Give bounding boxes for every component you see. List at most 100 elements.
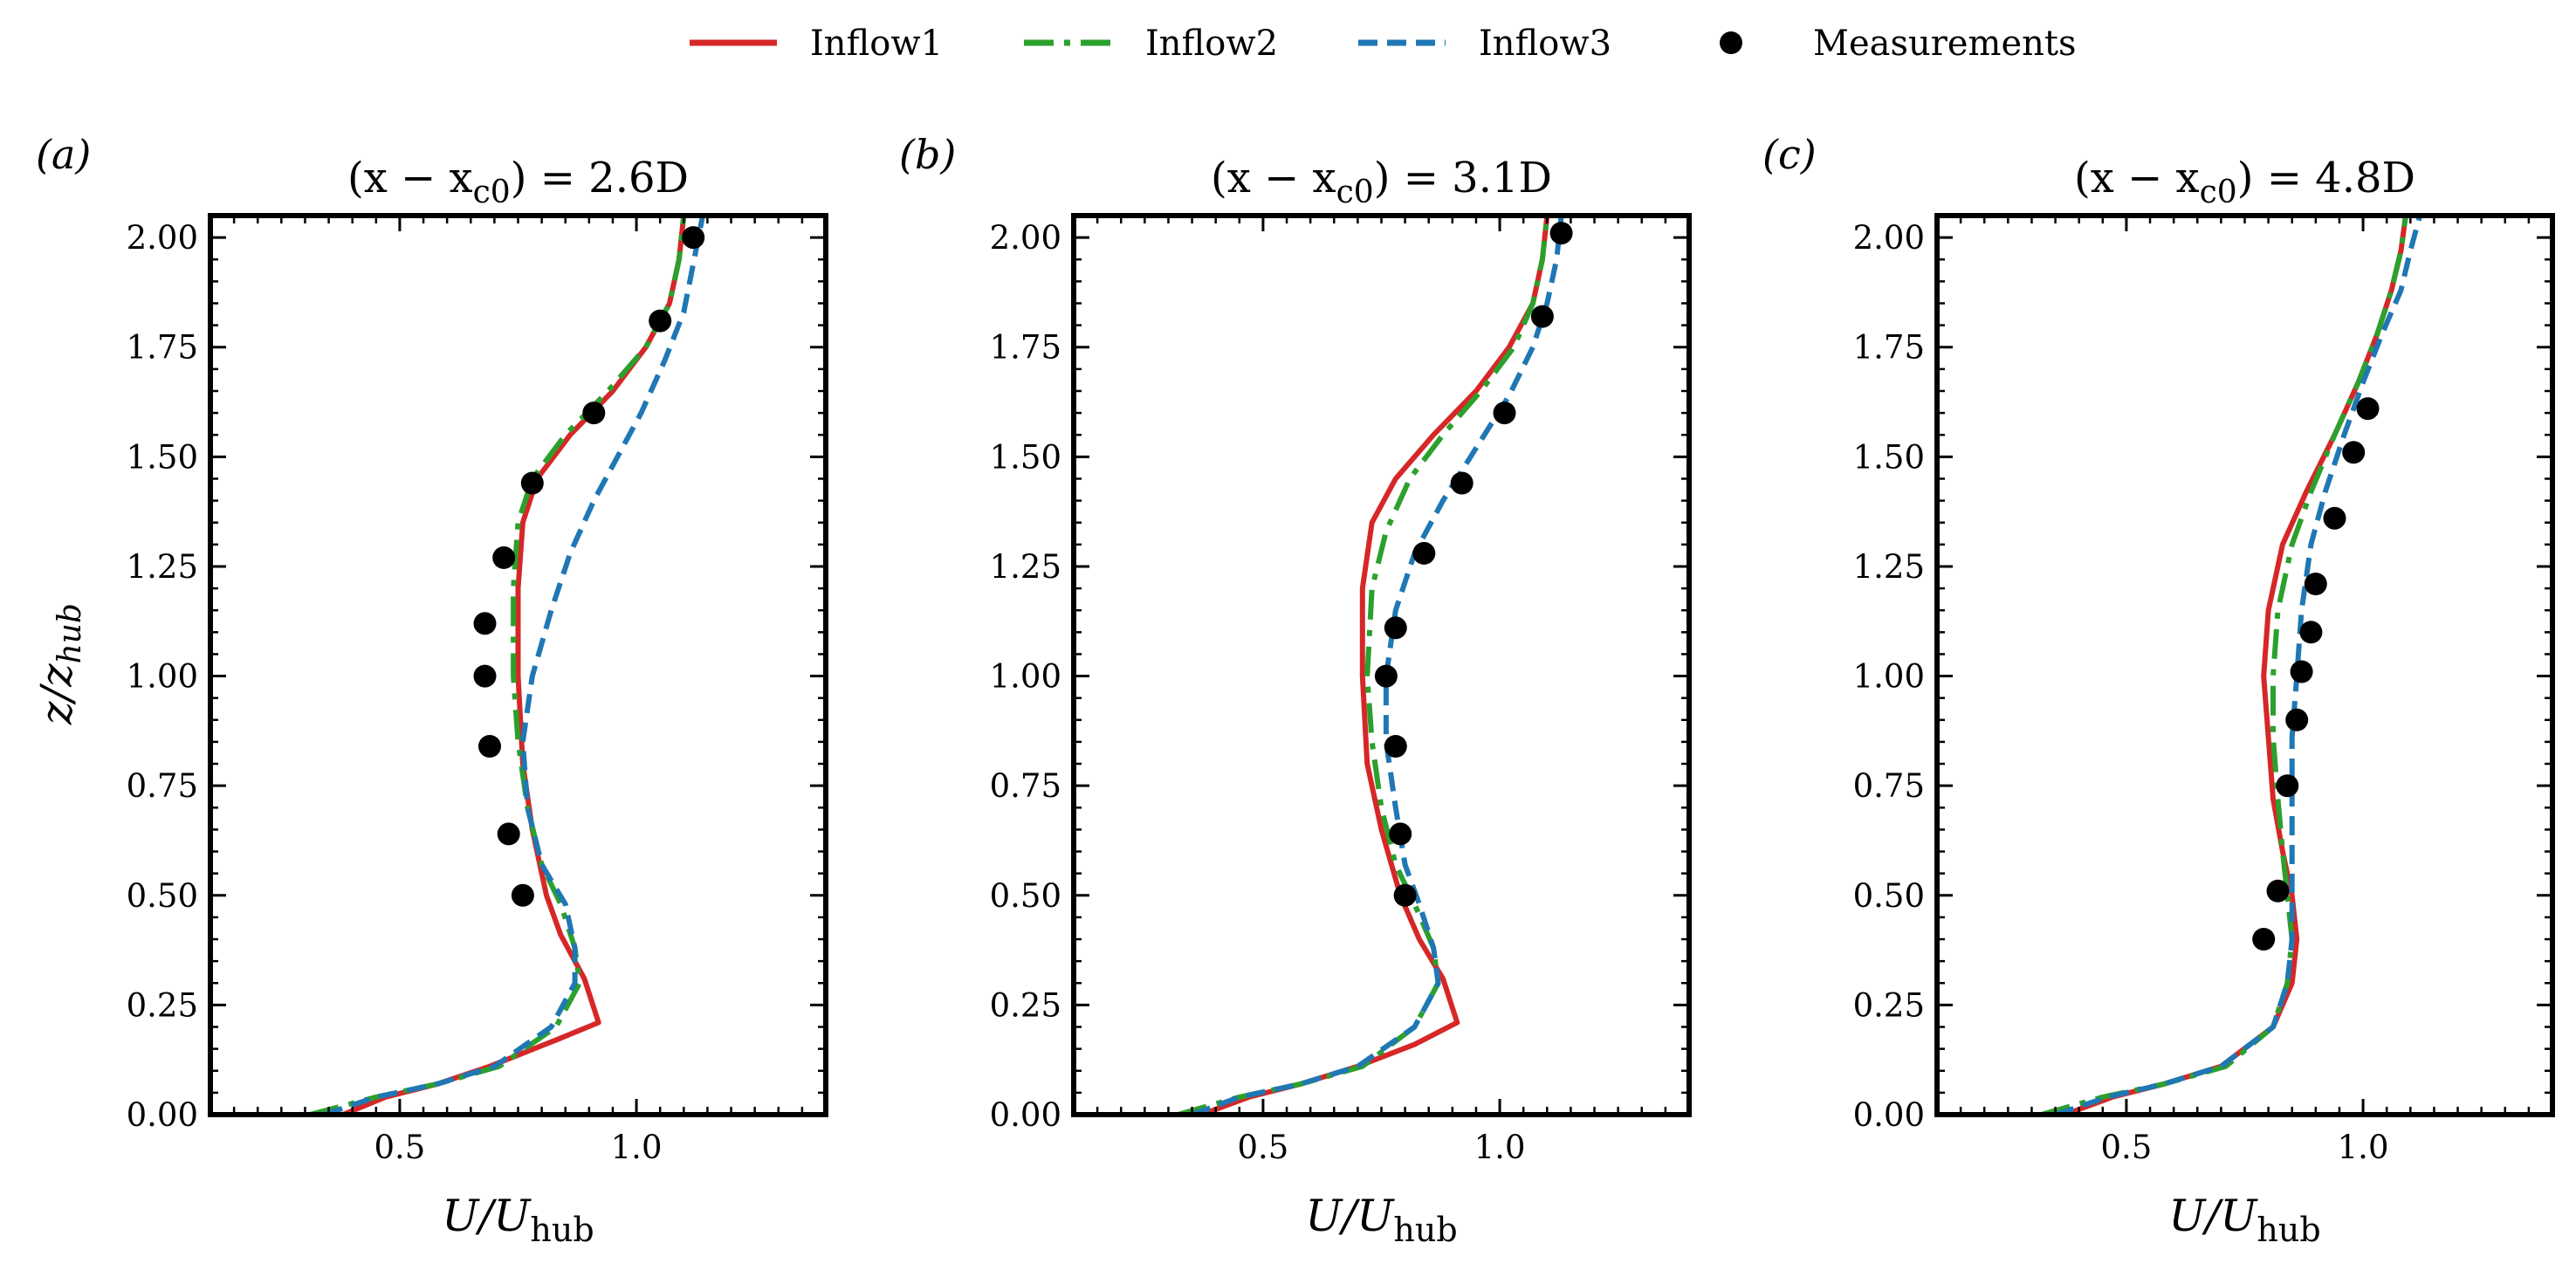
series-line-inflow1 xyxy=(1200,216,1550,1115)
panel-title-sub: c0 xyxy=(473,175,511,210)
legend-marker-measurements xyxy=(1720,31,1742,54)
y-tick-label: 0.25 xyxy=(1853,986,1925,1024)
y-tick-label: 1.00 xyxy=(127,658,198,696)
y-tick-label: 1.75 xyxy=(1853,329,1925,367)
panel-a: 0.00 0.25 0.50 0.75 1.00 1.25 1.50 1.75 2.00 0.5 1… xyxy=(36,131,828,1249)
legend-entry-inflow2: Inflow2 xyxy=(1024,24,1278,64)
x-axis-label: U/Uhub xyxy=(442,1191,594,1249)
measurement-point xyxy=(473,664,497,688)
y-tick-label: 1.75 xyxy=(127,329,198,367)
panel-title-sub: c0 xyxy=(2200,175,2237,210)
measurement-point xyxy=(511,883,534,907)
y-tick-label: 1.25 xyxy=(990,548,1061,586)
axes-frame xyxy=(1934,213,2555,1117)
series-line-inflow3 xyxy=(2054,216,2423,1115)
legend-label-inflow1: Inflow1 xyxy=(810,24,943,64)
measurement-point xyxy=(1493,402,1516,425)
y-tick-label: 0.00 xyxy=(1853,1096,1925,1134)
measurement-point xyxy=(1412,541,1436,565)
measurement-point xyxy=(2356,397,2380,421)
y-tick-label: 1.75 xyxy=(990,329,1061,367)
x-axis-label-main: U/U xyxy=(442,1191,532,1241)
panel-title-value: ) = 3.1D xyxy=(1374,154,1552,203)
x-axis-label-main: U/U xyxy=(2168,1191,2258,1241)
measurement-point xyxy=(492,546,516,569)
legend: Inflow1 Inflow2 Inflow3 Measurements xyxy=(690,24,2077,64)
x-tick-label: 0.5 xyxy=(1238,1129,1289,1166)
legend-entry-measurements: Measurements xyxy=(1720,24,2077,64)
series-line-inflow2 xyxy=(1177,216,1550,1115)
panel-title: (x − xc0) = 3.1D xyxy=(1211,154,1552,210)
y-tick-label: 1.50 xyxy=(127,438,198,476)
panel-label: (b) xyxy=(899,131,956,178)
y-tick-label: 0.25 xyxy=(127,986,198,1024)
y-tick-label: 1.25 xyxy=(1853,548,1925,586)
panel-b: 0.00 0.25 0.50 0.75 1.00 1.25 1.50 1.75 2.00 0.5 1… xyxy=(899,131,1692,1249)
y-tick-label: 0.00 xyxy=(990,1096,1061,1134)
series-line-inflow2 xyxy=(309,216,687,1115)
measurement-point xyxy=(1549,222,1573,245)
measurement-point xyxy=(2276,774,2299,798)
y-tick-label: 1.25 xyxy=(127,548,198,586)
panel-label: (a) xyxy=(36,131,91,178)
measurement-point xyxy=(649,309,672,333)
measurement-point xyxy=(1384,616,1407,640)
x-tick-label: 1.0 xyxy=(611,1129,663,1166)
y-axis-label-main: z/z xyxy=(31,663,82,725)
measurement-point xyxy=(2285,708,2309,731)
measurement-point xyxy=(1393,883,1417,907)
y-tick-label: 0.50 xyxy=(990,877,1061,915)
measurement-point xyxy=(520,471,544,495)
y-tick-label: 1.00 xyxy=(990,658,1061,696)
measurement-point xyxy=(1384,735,1407,758)
y-tick-label: 0.75 xyxy=(127,767,198,805)
measurement-point xyxy=(497,822,520,846)
x-axis-label-sub: hub xyxy=(530,1211,594,1249)
panel-title: (x − xc0) = 2.6D xyxy=(347,154,689,210)
measurement-point xyxy=(2323,506,2346,530)
legend-label-inflow3: Inflow3 xyxy=(1479,24,1611,64)
series-line-inflow1 xyxy=(2064,216,2408,1115)
y-axis-label-sub: hub xyxy=(52,603,88,663)
measurement-point xyxy=(478,735,501,758)
measurement-point xyxy=(2299,621,2323,644)
x-tick-label: 0.5 xyxy=(374,1129,426,1166)
x-tick-label: 0.5 xyxy=(2101,1129,2153,1166)
y-tick-label: 0.50 xyxy=(1853,877,1925,915)
y-tick-label: 0.75 xyxy=(990,767,1061,805)
measurement-point xyxy=(2252,928,2276,951)
legend-entry-inflow1: Inflow1 xyxy=(690,24,943,64)
series-line-inflow3 xyxy=(1191,216,1564,1115)
panel-title-main: (x − x xyxy=(1211,154,1336,203)
y-tick-label: 0.25 xyxy=(990,986,1061,1024)
y-tick-label: 2.00 xyxy=(127,219,198,257)
x-axis-label-main: U/U xyxy=(1305,1191,1395,1241)
measurement-point xyxy=(582,402,606,425)
panel-title-main: (x − x xyxy=(2074,154,2200,203)
measurement-point xyxy=(1374,664,1398,688)
series-line-inflow3 xyxy=(323,216,705,1115)
measurement-point xyxy=(1530,305,1554,328)
panel-title-value: ) = 2.6D xyxy=(511,154,689,203)
measurement-point xyxy=(2290,660,2313,683)
panel-c: 0.00 0.25 0.50 0.75 1.00 1.25 1.50 1.75 2.00 0.5 1… xyxy=(1762,131,2555,1249)
y-tick-label: 0.75 xyxy=(1853,767,1925,805)
measurement-point xyxy=(2304,573,2327,595)
measurement-point xyxy=(1389,822,1412,846)
panel-label: (c) xyxy=(1762,131,1817,178)
x-axis-label-sub: hub xyxy=(1393,1211,1457,1249)
y-tick-label: 1.50 xyxy=(990,438,1061,476)
x-tick-label: 1.0 xyxy=(2338,1129,2389,1166)
x-axis-label: U/Uhub xyxy=(1305,1191,1457,1249)
legend-label-measurements: Measurements xyxy=(1813,24,2077,64)
x-tick-label: 1.0 xyxy=(1474,1129,1526,1166)
measurement-point xyxy=(473,612,497,635)
y-tick-label: 0.50 xyxy=(127,877,198,915)
y-tick-label: 2.00 xyxy=(990,219,1061,257)
legend-entry-inflow3: Inflow3 xyxy=(1358,24,1611,64)
x-axis-label: U/Uhub xyxy=(2168,1191,2320,1249)
axes-frame xyxy=(1071,213,1692,1117)
measurement-point xyxy=(2342,441,2366,464)
x-axis-label-sub: hub xyxy=(2257,1211,2320,1249)
